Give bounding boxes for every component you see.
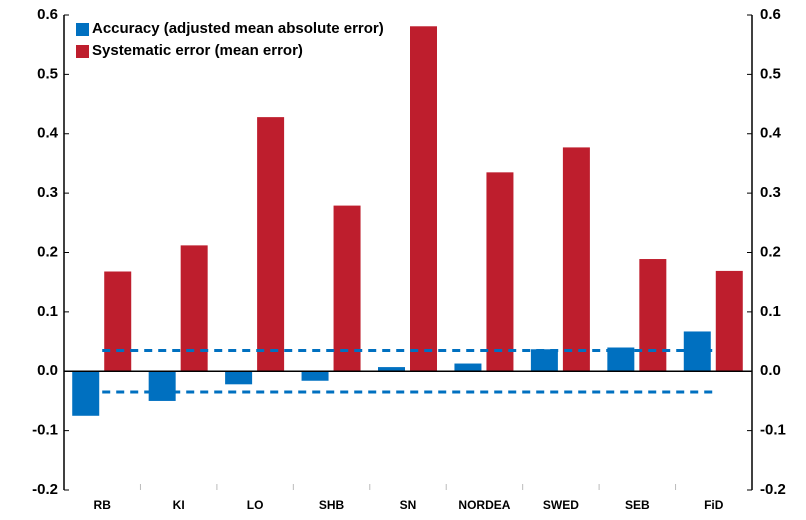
bar: [225, 371, 253, 385]
bar: [715, 270, 743, 372]
x-tick-label: KI: [173, 498, 185, 512]
x-tick-label: SN: [400, 498, 417, 512]
x-tick-label: SEB: [625, 498, 650, 512]
y-tick-label: 0.6: [37, 6, 58, 23]
bar: [333, 205, 361, 372]
legend-swatch: [76, 23, 89, 36]
x-tick-label: SHB: [319, 498, 345, 512]
legend-item: Accuracy (adjusted mean absolute error): [74, 18, 404, 40]
y-tick-label: 0.4: [37, 125, 59, 142]
y-tick-label: 0.3: [37, 184, 58, 201]
bar: [562, 147, 590, 372]
bar: [180, 245, 208, 372]
bar: [639, 259, 667, 372]
bar: [607, 347, 635, 372]
y-tick-label: 0.0: [37, 362, 58, 379]
bar: [104, 271, 132, 372]
x-tick-label: RB: [94, 498, 112, 512]
y-tick-label: 0.1: [37, 303, 58, 320]
y2-tick-label: -0.2: [760, 481, 786, 498]
bar: [410, 26, 437, 372]
x-tick-label: FiD: [704, 498, 724, 512]
bar: [454, 363, 482, 372]
legend-item: Systematic error (mean error): [74, 40, 404, 62]
bar: [257, 117, 285, 372]
y2-tick-label: 0.5: [760, 65, 781, 82]
y2-tick-label: 0.1: [760, 303, 781, 320]
y-tick-label: 0.2: [37, 243, 58, 260]
y2-tick-label: 0.4: [760, 125, 782, 142]
x-tick-label: NORDEA: [458, 498, 510, 512]
bar: [148, 371, 176, 401]
bar: [486, 172, 514, 372]
y2-tick-label: 0.6: [760, 6, 781, 23]
y2-tick-label: 0.3: [760, 184, 781, 201]
y-tick-label: -0.1: [32, 422, 58, 439]
bar: [530, 349, 558, 372]
y-tick-label: -0.2: [32, 481, 58, 498]
legend-label: Accuracy (adjusted mean absolute error): [92, 20, 384, 37]
legend: Accuracy (adjusted mean absolute error) S…: [74, 18, 404, 62]
legend-label: Systematic error (mean error): [92, 42, 303, 59]
y2-tick-label: -0.1: [760, 422, 786, 439]
y2-tick-label: 0.0: [760, 362, 781, 379]
x-tick-label: SWED: [543, 498, 579, 512]
x-tick-label: LO: [247, 498, 264, 512]
y2-tick-label: 0.2: [760, 243, 781, 260]
bar: [72, 371, 100, 416]
legend-swatch: [76, 45, 89, 58]
y-tick-label: 0.5: [37, 65, 58, 82]
bar: [378, 367, 405, 372]
bar: [301, 371, 329, 381]
